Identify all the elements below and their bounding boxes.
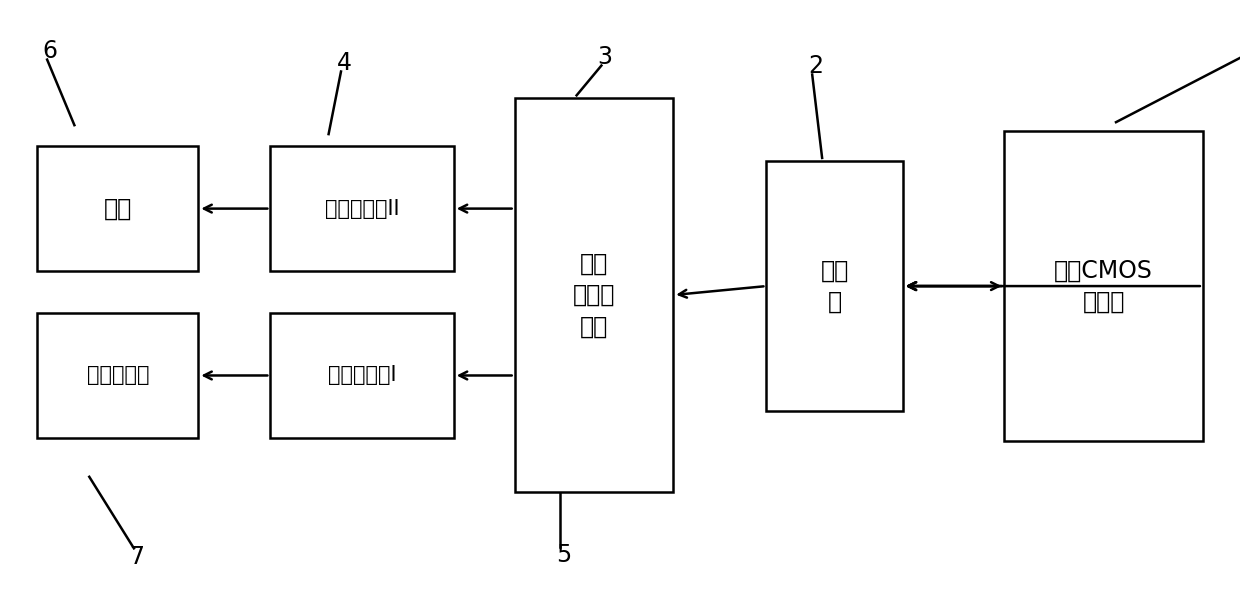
Text: 3: 3: [598, 45, 613, 69]
Text: 双路
继电器
模块: 双路 继电器 模块: [573, 252, 615, 339]
Text: 电磁继电器I: 电磁继电器I: [327, 365, 397, 386]
Bar: [766, 161, 903, 411]
Bar: [270, 146, 454, 271]
Text: 音乐播放器: 音乐播放器: [87, 365, 149, 386]
Text: 处理
器: 处理 器: [821, 258, 848, 314]
Text: 6: 6: [42, 39, 57, 63]
Bar: [270, 313, 454, 438]
Bar: [1004, 131, 1203, 441]
Bar: [515, 98, 673, 492]
Bar: [37, 146, 198, 271]
Text: 双目CMOS
摄像头: 双目CMOS 摄像头: [1054, 258, 1153, 314]
Text: 2: 2: [808, 54, 823, 77]
Text: 4: 4: [337, 51, 352, 74]
Text: 7: 7: [129, 545, 144, 569]
Text: 电磁继电器II: 电磁继电器II: [325, 198, 399, 219]
Text: 电机: 电机: [104, 197, 131, 221]
Text: 5: 5: [557, 544, 572, 567]
Bar: [37, 313, 198, 438]
